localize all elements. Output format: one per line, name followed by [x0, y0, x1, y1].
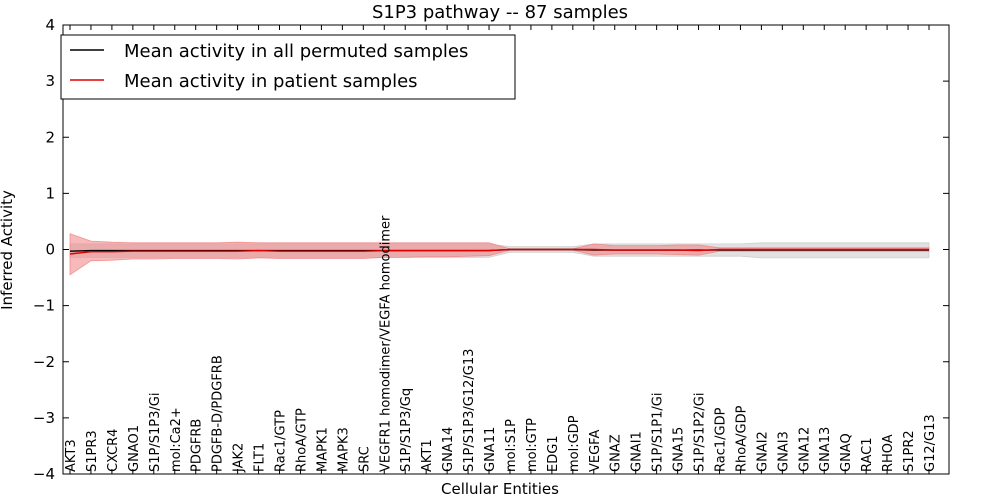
x-tick-label: PDGFB-D/PDGFRB	[211, 355, 226, 472]
x-tick-label: S1P/S1P1/Gi	[651, 393, 666, 472]
x-tick-label: AKT3	[64, 439, 79, 472]
x-tick-label: mol:S1P	[504, 419, 519, 472]
x-tick-label: VEGFA	[588, 430, 603, 472]
y-tick-label: −4	[33, 465, 55, 483]
x-tick-label: CXCR4	[106, 429, 121, 472]
x-tick-label: GNA12	[797, 427, 812, 472]
x-tick-label: S1PR3	[85, 430, 100, 472]
x-tick-label: S1P/S1P2/Gi	[693, 393, 708, 472]
x-tick-label: Rac1/GDP	[714, 407, 729, 472]
x-tick-label: MAPK1	[315, 427, 330, 472]
x-tick-label: GNAQ	[839, 433, 854, 472]
x-tick-label: GNAO1	[127, 425, 142, 472]
x-tick-label: PDGFRB	[190, 419, 205, 472]
legend-label-permuted: Mean activity in all permuted samples	[124, 41, 468, 62]
legend-label-patient: Mean activity in patient samples	[124, 71, 418, 92]
x-tick-label: mol:Ca2+	[169, 407, 184, 472]
x-tick-label: SRC	[357, 446, 372, 472]
y-axis-label: Inferred Activity	[0, 190, 16, 310]
y-tick-label: −2	[33, 353, 55, 371]
x-tick-label: GNA14	[441, 427, 456, 472]
x-tick-label: GNA11	[483, 427, 498, 472]
legend-box	[60, 34, 516, 100]
x-tick-label: S1P/S1P3/Gi	[148, 393, 163, 472]
y-tick-label: 1	[45, 184, 55, 202]
x-tick-label: GNAI3	[776, 431, 791, 472]
x-tick-label: RhoA/GTP	[295, 408, 310, 472]
y-tick-label: 0	[45, 241, 55, 259]
y-tick-label: 3	[45, 72, 55, 90]
x-tick-label: GNA15	[672, 427, 687, 472]
x-tick-label: VEGFR1 homodimer/VEGFA homodimer	[378, 215, 393, 472]
x-tick-label: RhoA/GDP	[734, 405, 749, 472]
confidence-band-1	[69, 233, 930, 276]
chart-title: S1P3 pathway -- 87 samples	[372, 2, 628, 23]
x-tick-label: S1PR2	[902, 430, 917, 472]
x-tick-label: GNAI2	[755, 431, 770, 472]
x-tick-label: Rac1/GTP	[274, 410, 289, 472]
x-tick-label: G12/G13	[923, 414, 938, 472]
y-tick-label: 2	[45, 128, 55, 146]
x-tick-label: FLT1	[253, 443, 268, 472]
legend: Mean activity in all permuted samples Me…	[60, 34, 516, 100]
y-tick-label: 4	[45, 16, 55, 34]
series-line-1	[69, 248, 929, 255]
x-tick-label: S1P/S1P3/Gq	[399, 388, 414, 472]
y-tick-label: −1	[33, 297, 55, 315]
x-tick-label: EDG1	[546, 435, 561, 472]
x-tick-label: mol:GTP	[525, 418, 540, 472]
x-tick-label: mol:GDP	[567, 415, 582, 472]
x-tick-label: S1P/S1P3/G12/G13	[462, 349, 477, 472]
x-tick-label: GNAZ	[609, 434, 624, 472]
y-tick-label: −3	[33, 409, 55, 427]
x-tick-label: RHOA	[881, 434, 896, 472]
x-tick-label: GNA13	[818, 427, 833, 472]
x-tick-label: JAK2	[232, 443, 247, 473]
x-tick-label: RAC1	[860, 437, 875, 472]
x-tick-label: AKT1	[420, 439, 435, 472]
x-tick-label: GNAI1	[630, 431, 645, 472]
x-axis-label: Cellular Entities	[441, 480, 559, 498]
x-tick-label: MAPK3	[336, 427, 351, 472]
